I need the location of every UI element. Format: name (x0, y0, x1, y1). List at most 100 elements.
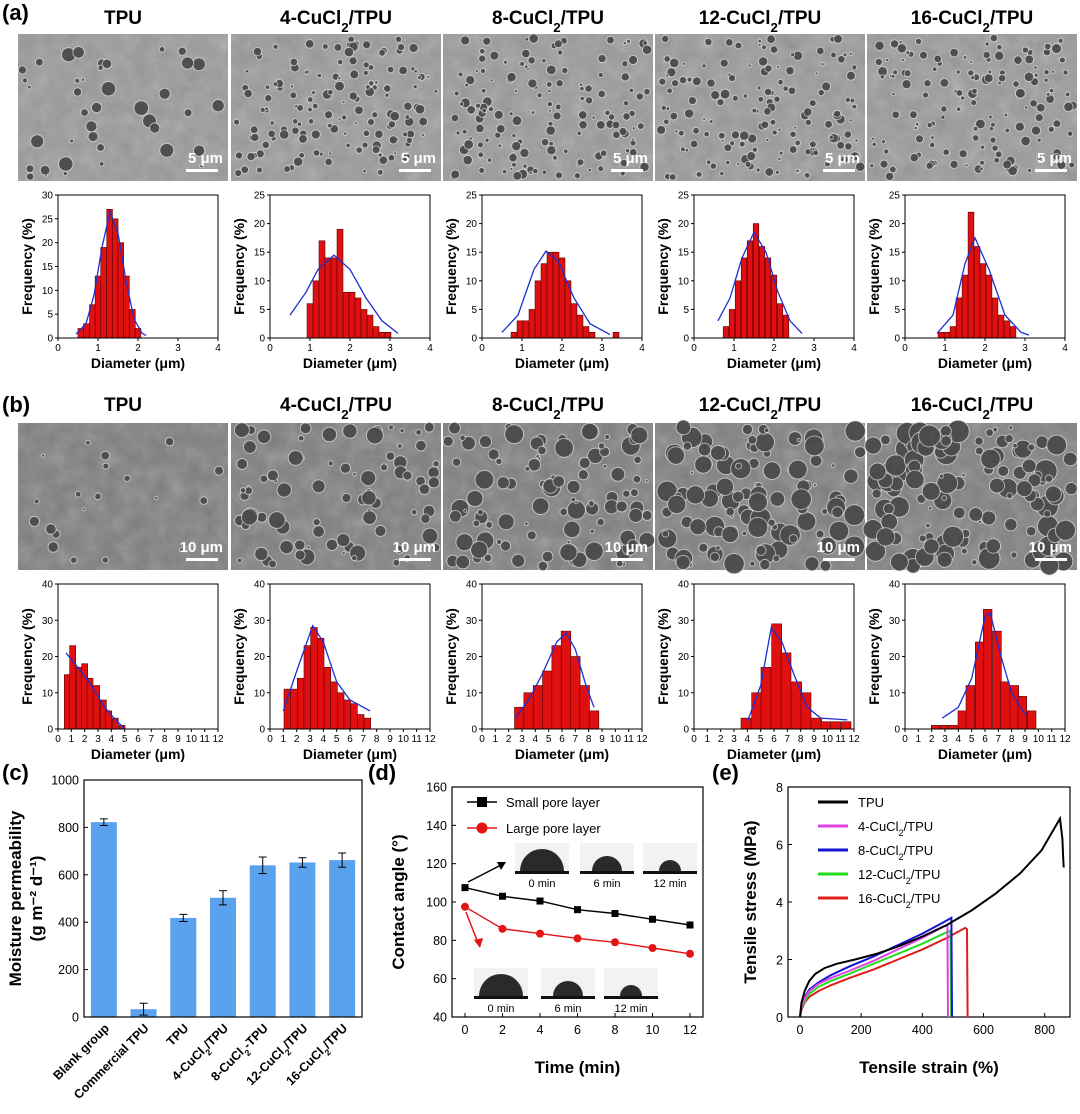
pore (930, 136, 934, 140)
pore (735, 463, 742, 469)
pore (619, 127, 627, 136)
pore (756, 168, 760, 172)
histogram-a4: 0 1 2 3 4 0 5 10 15 20 25 Diameter (μm) Frequency (%… (655, 191, 857, 372)
x-tick-label: 0 (691, 734, 697, 745)
pore (381, 464, 387, 471)
histogram-bar (752, 223, 760, 339)
histogram-bar (776, 303, 784, 339)
pore (363, 169, 366, 173)
pore (377, 170, 383, 175)
pore (670, 112, 678, 120)
x-tick-label: 0 (55, 734, 61, 745)
x-tick-label: 3 (731, 734, 737, 745)
pore (816, 47, 824, 55)
pore (546, 82, 552, 87)
x-tick-label: 2 (347, 343, 353, 354)
pore (349, 92, 357, 100)
pore (749, 458, 759, 469)
pore (705, 38, 712, 46)
pore (607, 36, 614, 44)
pore (597, 518, 604, 526)
pore (852, 65, 857, 70)
pore (905, 470, 924, 489)
pore (731, 131, 740, 139)
scale-bar-line (611, 558, 643, 561)
pore (461, 36, 470, 45)
pore (577, 131, 582, 136)
pore (876, 528, 895, 546)
pore (73, 88, 82, 96)
pore (625, 149, 630, 153)
pore (666, 107, 670, 111)
pore (555, 104, 561, 110)
x-tick-label: 4 (215, 343, 221, 354)
pore (567, 541, 570, 544)
x-tick-label: 1 (281, 734, 287, 745)
pore (662, 530, 669, 537)
pore (883, 503, 894, 514)
pore (567, 480, 580, 493)
x-tick-label: 10 (1033, 734, 1045, 745)
pore (1003, 160, 1012, 169)
histogram-bar (522, 320, 530, 339)
x-tick-label: 0 (902, 734, 908, 745)
histogram-bar (961, 274, 969, 339)
histogram-bar (384, 331, 392, 339)
pore (179, 548, 184, 552)
pore (1028, 444, 1035, 451)
pore (63, 171, 67, 176)
pore (664, 56, 670, 62)
pore (598, 443, 605, 449)
histogram-bar (330, 257, 338, 339)
pore (732, 95, 738, 101)
pore (1024, 72, 1034, 82)
pore (956, 107, 961, 111)
pore (150, 123, 160, 133)
pore (637, 123, 644, 130)
data-point (498, 924, 507, 933)
pore (730, 141, 735, 146)
pore (393, 559, 400, 566)
pore (454, 91, 459, 96)
arrow-line (467, 863, 504, 883)
pore (822, 82, 831, 91)
pore (740, 131, 749, 140)
x-tick-label: 8 (612, 1023, 619, 1037)
pore (184, 109, 192, 117)
pore (690, 519, 706, 535)
pore (924, 80, 931, 87)
y-tick-label: 60 (433, 972, 447, 986)
y-axis-label: Frequency (%) (231, 608, 247, 704)
pore (417, 76, 421, 80)
pore (934, 55, 942, 63)
x-tick-label: 4 (427, 343, 433, 354)
pore (915, 122, 919, 126)
pore (295, 550, 305, 560)
pore (928, 507, 932, 510)
y-axis-label: Moisture permeability (6, 810, 25, 986)
y-tick-label: 15 (678, 248, 690, 259)
pore (701, 490, 718, 507)
pore (971, 76, 975, 80)
pore (1057, 160, 1066, 169)
pore (870, 164, 874, 168)
pore (490, 79, 493, 82)
pore (394, 152, 397, 155)
pore (1005, 435, 1013, 443)
pore (747, 152, 756, 161)
pore (478, 152, 484, 158)
pore (532, 498, 549, 515)
pore (972, 560, 977, 565)
pore (809, 100, 816, 107)
pore (758, 57, 768, 66)
pore (1022, 459, 1036, 473)
pore (845, 143, 852, 150)
pore (395, 36, 402, 42)
pore (342, 115, 347, 120)
pore (901, 58, 905, 62)
pore (101, 81, 116, 96)
pore (608, 114, 615, 120)
pore (893, 70, 898, 75)
pore (598, 90, 605, 98)
pore (578, 470, 588, 480)
